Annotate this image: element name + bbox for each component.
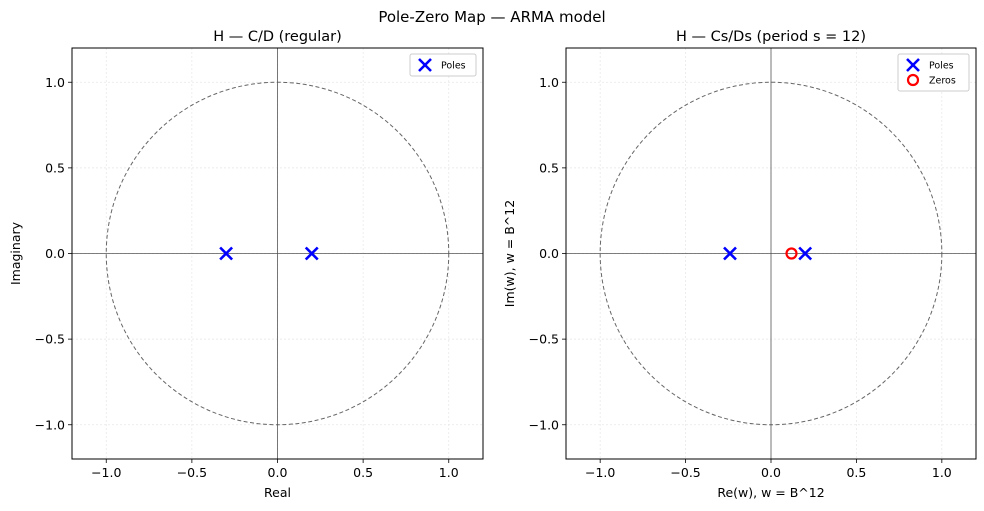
y-tick-label: −1.0 — [529, 417, 559, 432]
y-tick-label: 0.0 — [45, 246, 65, 261]
legend-label: Poles — [929, 61, 954, 72]
x-tick-label: 1.0 — [439, 465, 459, 480]
legend: Poles — [409, 53, 477, 77]
y-tick-label: −0.5 — [529, 332, 559, 347]
y-tick-label: 1.0 — [45, 75, 65, 90]
chart-title: H — C/D (regular) — [213, 29, 342, 45]
x-tick-label: −1.0 — [585, 465, 615, 480]
legend-zero-marker — [906, 73, 920, 87]
pole-marker — [219, 246, 234, 261]
y-axis-label: Im(w), w = B^12 — [502, 200, 517, 307]
x-tick-label: 0.0 — [268, 465, 288, 480]
x-tick-label: 0.5 — [353, 465, 373, 480]
x-tick-label: −0.5 — [670, 465, 700, 480]
chart-title: H — Cs/Ds (period s = 12) — [676, 29, 866, 45]
chart-panel-2: −1.0 −0.5 0.0 0.5 1.0 −1.0 −0.5 0.0 0.5 1.0 H — Cs… — [502, 29, 977, 500]
legend-pole-marker — [906, 58, 920, 72]
y-tick-label: 0.5 — [45, 160, 65, 175]
x-tick-label: −0.5 — [177, 465, 207, 480]
legend-label: Poles — [441, 61, 466, 72]
x-tick-label: 0.5 — [846, 465, 866, 480]
x-axis-label: Real — [264, 485, 291, 500]
x-tick-label: 0.0 — [761, 465, 781, 480]
y-axis-label: Imaginary — [8, 221, 23, 285]
legend-pole-marker — [418, 58, 432, 72]
y-tick-label: −1.0 — [35, 417, 65, 432]
y-tick-label: 0.5 — [539, 160, 559, 175]
chart-panel-1: −1.0 −0.5 0.0 0.5 1.0 −1.0 −0.5 0.0 0.5 1.0 H — C/… — [8, 29, 484, 500]
zero-marker — [785, 247, 798, 260]
y-tick-label: 1.0 — [539, 75, 559, 90]
x-axis-label: Re(w), w = B^12 — [717, 485, 824, 500]
pole-marker — [304, 246, 319, 261]
pole-marker — [723, 246, 737, 261]
y-tick-label: 0.0 — [539, 246, 559, 261]
legend-label: Zeros — [929, 76, 956, 87]
figure-suptitle: Pole-Zero Map — ARMA model — [378, 8, 605, 26]
x-tick-label: −1.0 — [91, 465, 121, 480]
pole-marker — [798, 246, 813, 261]
legend: Poles Zeros — [897, 53, 970, 92]
legend-box — [409, 53, 477, 77]
x-tick-label: 1.0 — [932, 465, 952, 480]
y-tick-label: −0.5 — [35, 332, 65, 347]
